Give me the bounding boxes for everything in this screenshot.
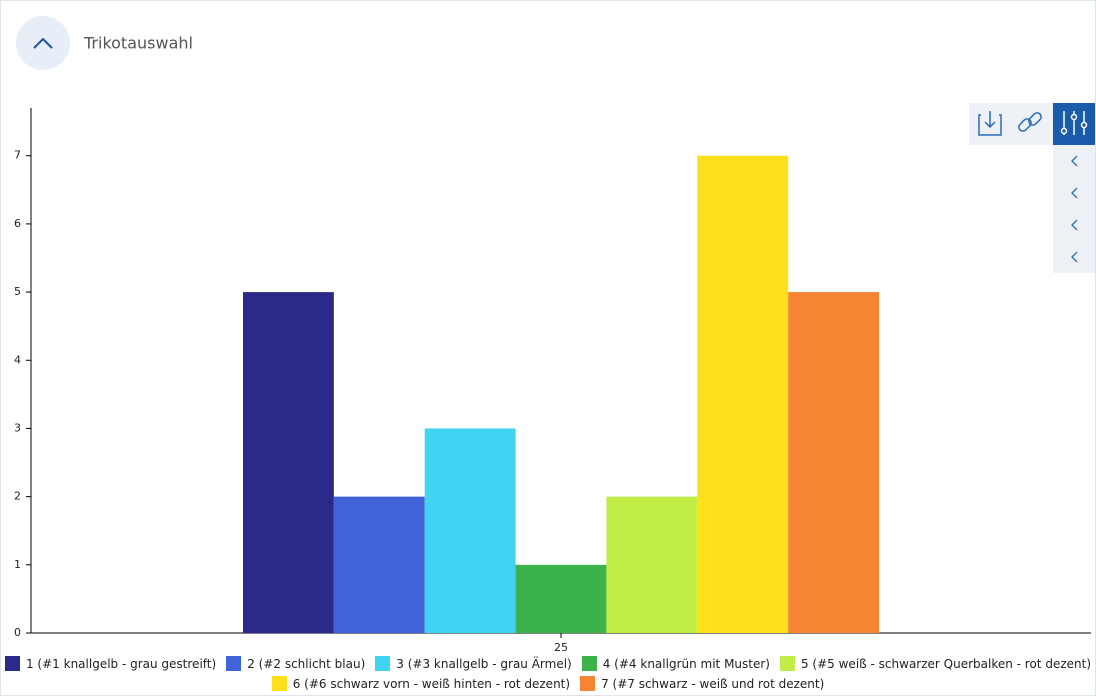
- y-tick-label: 5: [14, 285, 21, 298]
- collapse-button[interactable]: [16, 16, 70, 70]
- y-tick-label: 4: [14, 353, 21, 366]
- panel-title: Trikotauswahl: [83, 34, 193, 53]
- legend-label: 5 (#5 weiß - schwarzer Querbalken - rot …: [800, 656, 1091, 671]
- legend-swatch: [779, 656, 795, 671]
- legend-swatch: [226, 656, 242, 671]
- expand[interactable]: [1071, 251, 1078, 263]
- legend-item[interactable]: 1 (#1 knallgelb - grau gestreift): [4, 656, 217, 671]
- settings-icon: [1060, 111, 1088, 135]
- toolbar: [969, 103, 1053, 145]
- side-panel: [1053, 145, 1095, 273]
- legend-swatch: [4, 656, 20, 671]
- legend-label: 3 (#3 knallgelb - grau Ärmel): [396, 656, 572, 671]
- y-tick-label: 7: [14, 149, 21, 162]
- bar: [788, 292, 879, 633]
- link-button[interactable]: [1017, 111, 1043, 133]
- y-tick-label: 2: [14, 490, 21, 503]
- y-tick-label: 3: [14, 421, 21, 434]
- legend-item[interactable]: 4 (#4 knallgrün mit Muster): [581, 656, 770, 671]
- side-chevrons: [1071, 155, 1078, 263]
- expand[interactable]: [1071, 155, 1078, 167]
- legend-item[interactable]: 3 (#3 knallgelb - grau Ärmel): [375, 656, 572, 671]
- bar: [515, 564, 607, 633]
- bar: [333, 496, 425, 633]
- x-tick-label: 25: [554, 641, 568, 654]
- chevron-up: [33, 37, 53, 49]
- legend: 1 (#1 knallgelb - grau gestreift) 2 (#2 s…: [1, 656, 1095, 691]
- bar: [697, 155, 789, 633]
- legend-item[interactable]: 5 (#5 weiß - schwarzer Querbalken - rot …: [779, 656, 1091, 671]
- legend-swatch: [580, 676, 596, 691]
- expand[interactable]: [1071, 187, 1078, 199]
- legend-label: 6 (#6 schwarz vorn - weiß hinten - rot d…: [292, 676, 571, 691]
- expand[interactable]: [1071, 219, 1078, 231]
- legend-label: 7 (#7 schwarz - weiß und rot dezent): [601, 676, 825, 691]
- bar: [606, 496, 698, 633]
- legend-item[interactable]: 2 (#2 schlicht blau): [226, 656, 365, 671]
- legend-swatch: [375, 656, 391, 671]
- y-tick-label: 0: [14, 626, 21, 639]
- bar: [424, 428, 516, 633]
- legend-item[interactable]: 6 (#6 schwarz vorn - weiß hinten - rot d…: [271, 676, 571, 691]
- legend-label: 4 (#4 knallgrün mit Muster): [602, 656, 770, 671]
- bar: [243, 292, 334, 633]
- legend-swatch: [581, 656, 597, 671]
- y-tick-label: 6: [14, 217, 21, 230]
- legend-item[interactable]: 7 (#7 schwarz - weiß und rot dezent): [580, 676, 824, 691]
- legend-label: 2 (#2 schlicht blau): [247, 656, 366, 671]
- download-button[interactable]: [978, 111, 1002, 136]
- legend-label: 1 (#1 knallgelb - grau gestreift): [25, 656, 217, 671]
- legend-swatch: [271, 676, 287, 691]
- y-tick-label: 1: [14, 558, 21, 571]
